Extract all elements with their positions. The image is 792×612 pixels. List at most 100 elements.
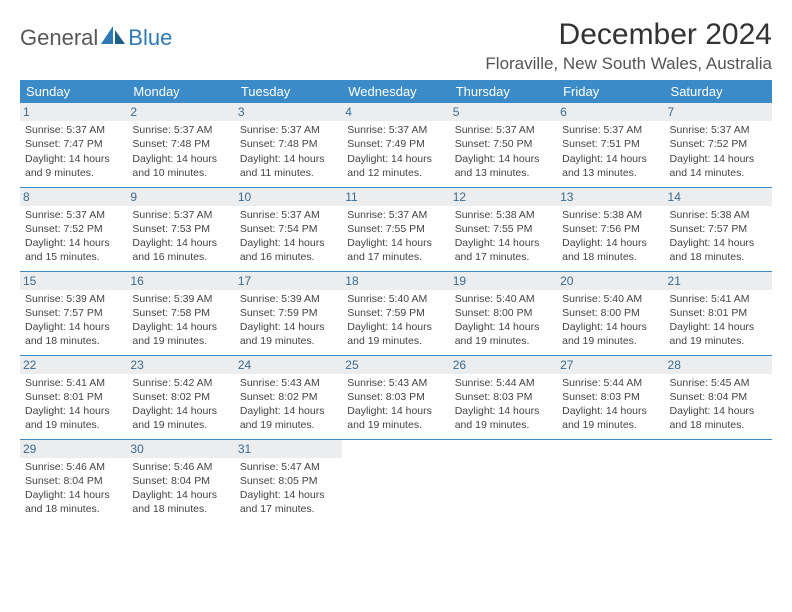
daylight-line: Daylight: 14 hours and 19 minutes. bbox=[240, 404, 337, 432]
sunset-line: Sunset: 7:48 PM bbox=[240, 137, 337, 151]
sunset-line: Sunset: 7:52 PM bbox=[670, 137, 767, 151]
calendar-row: 8Sunrise: 5:37 AMSunset: 7:52 PMDaylight… bbox=[20, 187, 772, 271]
daylight-line: Daylight: 14 hours and 19 minutes. bbox=[455, 320, 552, 348]
day-cell: 28Sunrise: 5:45 AMSunset: 8:04 PMDayligh… bbox=[665, 355, 772, 439]
day-number: 15 bbox=[20, 272, 127, 290]
sunset-line: Sunset: 8:04 PM bbox=[25, 474, 122, 488]
sunrise-line: Sunrise: 5:37 AM bbox=[25, 208, 122, 222]
empty-cell bbox=[557, 439, 664, 523]
title-block: December 2024 Floraville, New South Wale… bbox=[485, 18, 772, 74]
weekday-header: Monday bbox=[127, 80, 234, 103]
sunrise-line: Sunrise: 5:38 AM bbox=[670, 208, 767, 222]
calendar-row: 22 Sunrise: 5:41 AMSunset: 8:01 PM Dayligh… bbox=[20, 355, 772, 439]
sunset-line: Sunset: 7:57 PM bbox=[670, 222, 767, 236]
day-number: 26 bbox=[450, 356, 557, 374]
day-cell: 24Sunrise: 5:43 AMSunset: 8:02 PMDayligh… bbox=[235, 355, 342, 439]
daylight-line: Daylight: 14 hours and 18 minutes. bbox=[562, 236, 659, 264]
day-number: 13 bbox=[557, 188, 664, 206]
sunrise-line: Sunrise: 5:40 AM bbox=[562, 292, 659, 306]
day-cell: 8Sunrise: 5:37 AMSunset: 7:52 PMDaylight… bbox=[20, 187, 127, 271]
daylight-line: Daylight: 14 hours and 19 minutes. bbox=[670, 320, 767, 348]
daylight-line: Daylight: 14 hours and 19 minutes. bbox=[132, 404, 229, 432]
sunset-line: Sunset: 7:55 PM bbox=[347, 222, 444, 236]
empty-cell bbox=[450, 439, 557, 523]
sunset-line: Sunset: 7:49 PM bbox=[347, 137, 444, 151]
day-number: 24 bbox=[235, 356, 342, 374]
day-number: 22 bbox=[20, 356, 127, 374]
day-number: 1 bbox=[20, 103, 127, 121]
day-cell: 1Sunrise: 5:37 AMSunset: 7:47 PMDaylight… bbox=[20, 103, 127, 187]
daylight-line: Daylight: 14 hours and 15 minutes. bbox=[25, 236, 122, 264]
sunrise-line: Sunrise: 5:40 AM bbox=[455, 292, 552, 306]
sunrise-line: Sunrise: 5:47 AM bbox=[240, 460, 337, 474]
day-cell: 29Sunrise: 5:46 AMSunset: 8:04 PMDayligh… bbox=[20, 439, 127, 523]
day-number: 19 bbox=[450, 272, 557, 290]
calendar-page: General Blue December 2024 Floraville, N… bbox=[0, 0, 792, 541]
sunset-line: Sunset: 8:04 PM bbox=[132, 474, 229, 488]
daylight-line: Daylight: 14 hours and 19 minutes. bbox=[455, 404, 552, 432]
day-number: 30 bbox=[127, 440, 234, 458]
day-cell: 5 Sunrise: 5:37 AMSunset: 7:50 PMDaylight… bbox=[450, 103, 557, 187]
daylight-line: Daylight: 14 hours and 18 minutes. bbox=[670, 236, 767, 264]
sunset-line: Sunset: 8:02 PM bbox=[132, 390, 229, 404]
location-line: Floraville, New South Wales, Australia bbox=[485, 54, 772, 74]
sunset-line: Sunset: 7:50 PM bbox=[455, 137, 552, 151]
calendar-row: 15Sunrise: 5:39 AMSunset: 7:57 PMDayligh… bbox=[20, 271, 772, 355]
daylight-line: Daylight: 14 hours and 18 minutes. bbox=[25, 320, 122, 348]
sunset-line: Sunset: 8:03 PM bbox=[347, 390, 444, 404]
weekday-header: Thursday bbox=[450, 80, 557, 103]
calendar-row: 1Sunrise: 5:37 AMSunset: 7:47 PMDaylight… bbox=[20, 103, 772, 187]
brand-part1: General bbox=[20, 25, 98, 51]
sunset-line: Sunset: 7:58 PM bbox=[132, 306, 229, 320]
day-cell: 13Sunrise: 5:38 AMSunset: 7:56 PMDayligh… bbox=[557, 187, 664, 271]
day-number: 6 bbox=[557, 103, 664, 121]
daylight-line: Daylight: 14 hours and 17 minutes. bbox=[455, 236, 552, 264]
sunrise-line: Sunrise: 5:40 AM bbox=[347, 292, 444, 306]
daylight-line: Daylight: 14 hours and 13 minutes. bbox=[562, 152, 659, 180]
sunrise-line: Sunrise: 5:41 AM bbox=[670, 292, 767, 306]
day-number: 18 bbox=[342, 272, 449, 290]
sunset-line: Sunset: 7:53 PM bbox=[132, 222, 229, 236]
sunset-line: Sunset: 8:00 PM bbox=[562, 306, 659, 320]
sunrise-line: Sunrise: 5:37 AM bbox=[240, 208, 337, 222]
day-cell: 22Sunrise: 5:41 AMSunset: 8:01 PMDayligh… bbox=[20, 355, 127, 439]
daylight-line: Daylight: 14 hours and 13 minutes. bbox=[455, 152, 552, 180]
sunrise-line: Sunrise: 5:43 AM bbox=[347, 376, 444, 390]
day-cell: 31Sunrise: 5:47 AMSunset: 8:05 PMDayligh… bbox=[235, 439, 342, 523]
day-cell: 15 Sunrise: 5:39 AMSunset: 7:57 PMDayligh… bbox=[20, 271, 127, 355]
day-number: 5 bbox=[450, 103, 557, 121]
sunset-line: Sunset: 8:03 PM bbox=[562, 390, 659, 404]
day-number: 8 bbox=[20, 188, 127, 206]
day-number: 11 bbox=[342, 188, 449, 206]
sunrise-line: Sunrise: 5:37 AM bbox=[240, 123, 337, 137]
sunrise-line: Sunrise: 5:41 AM bbox=[25, 376, 122, 390]
day-cell: 23Sunrise: 5:42 AMSunset: 8:02 PMDayligh… bbox=[127, 355, 234, 439]
sunset-line: Sunset: 8:01 PM bbox=[25, 390, 122, 404]
day-cell: 10Sunrise: 5:37 AMSunset: 7:54 PMDayligh… bbox=[235, 187, 342, 271]
sunset-line: Sunset: 7:54 PM bbox=[240, 222, 337, 236]
day-number: 3 bbox=[235, 103, 342, 121]
sunrise-line: Sunrise: 5:46 AM bbox=[25, 460, 122, 474]
sunset-line: Sunset: 8:05 PM bbox=[240, 474, 337, 488]
day-cell: 16Sunrise: 5:39 AMSunset: 7:58 PMDayligh… bbox=[127, 271, 234, 355]
daylight-line: Daylight: 14 hours and 18 minutes. bbox=[132, 488, 229, 516]
empty-cell bbox=[342, 439, 449, 523]
daylight-line: Daylight: 14 hours and 18 minutes. bbox=[25, 488, 122, 516]
sunrise-line: Sunrise: 5:39 AM bbox=[25, 292, 122, 306]
sunrise-line: Sunrise: 5:38 AM bbox=[562, 208, 659, 222]
day-cell: 9Sunrise: 5:37 AMSunset: 7:53 PMDaylight… bbox=[127, 187, 234, 271]
day-cell: 17Sunrise: 5:39 AMSunset: 7:59 PMDayligh… bbox=[235, 271, 342, 355]
day-cell: 6Sunrise: 5:37 AMSunset: 7:51 PMDaylight… bbox=[557, 103, 664, 187]
sunset-line: Sunset: 7:48 PM bbox=[132, 137, 229, 151]
weekday-header: Saturday bbox=[665, 80, 772, 103]
day-cell: 12Sunrise: 5:38 AMSunset: 7:55 PMDayligh… bbox=[450, 187, 557, 271]
day-cell: 20Sunrise: 5:40 AMSunset: 8:00 PMDayligh… bbox=[557, 271, 664, 355]
daylight-line: Daylight: 14 hours and 17 minutes. bbox=[347, 236, 444, 264]
sunrise-line: Sunrise: 5:37 AM bbox=[455, 123, 552, 137]
sunrise-line: Sunrise: 5:39 AM bbox=[240, 292, 337, 306]
day-cell: 18Sunrise: 5:40 AMSunset: 7:59 PMDayligh… bbox=[342, 271, 449, 355]
sunset-line: Sunset: 7:57 PM bbox=[25, 306, 122, 320]
daylight-line: Daylight: 14 hours and 9 minutes. bbox=[25, 152, 122, 180]
daylight-line: Daylight: 14 hours and 19 minutes. bbox=[562, 320, 659, 348]
header: General Blue December 2024 Floraville, N… bbox=[20, 18, 772, 74]
